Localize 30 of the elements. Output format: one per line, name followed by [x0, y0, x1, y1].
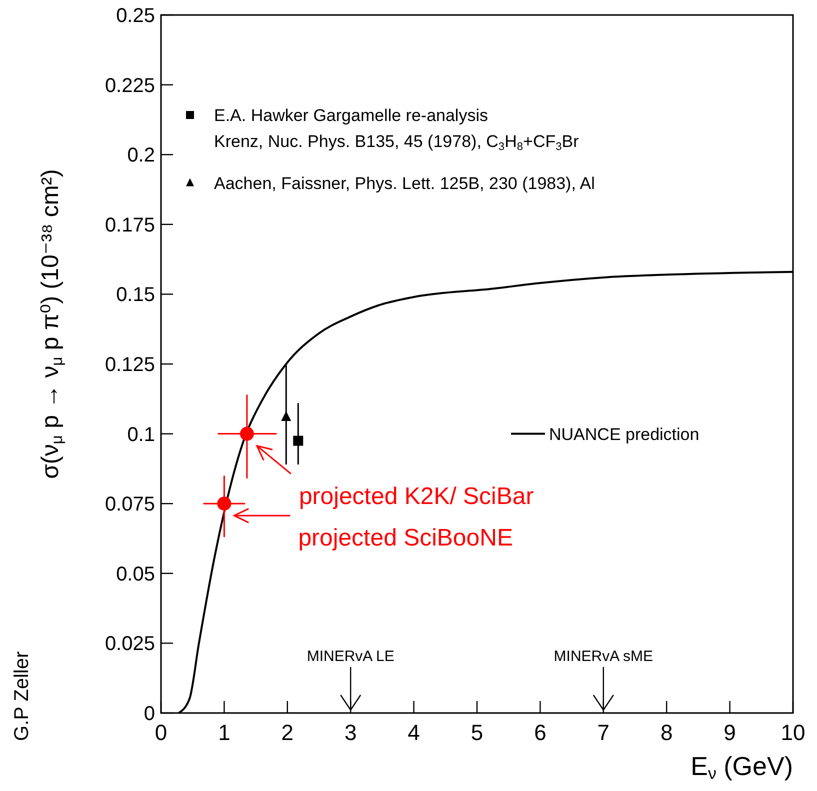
- x-tick-label: 1: [218, 720, 230, 745]
- y-tick-label: 0.175: [104, 214, 155, 236]
- x-tick-label: 3: [344, 720, 357, 745]
- y-tick-label: 0.125: [104, 354, 155, 376]
- x-tick-label: 9: [724, 720, 736, 745]
- text: projected SciBooNE: [298, 524, 513, 552]
- y-tick-label: 0: [144, 703, 155, 725]
- text: G.P Zeller: [11, 651, 33, 741]
- y-tick-label: 0.025: [104, 633, 155, 656]
- x-tick-label: 6: [534, 720, 546, 745]
- annotation: MINERvA sME: [554, 648, 653, 665]
- y-tick-label: 0.1: [127, 424, 155, 446]
- y-tick-label: 0.2: [127, 144, 155, 167]
- legend-label: E.A. Hawker Gargamelle re-analysis Krenz, Nuc. Phys. B135, 45 (1978), C$_{3}$H$_{8}$+CF$_{3}$Br: [214, 106, 580, 153]
- x-tick-label: 7: [597, 720, 610, 745]
- x-tick-label: 8: [660, 720, 673, 745]
- legend-label: NUANCE prediction: [549, 424, 700, 444]
- y-tick-label: 0.15: [116, 284, 155, 306]
- x-tick-label: 2: [281, 720, 294, 745]
- legend-label: Aachen, Faissner, Phys. Lett. 125B, 230 (1983), Al: [214, 174, 595, 193]
- x-tick-label: 10: [780, 720, 806, 745]
- x-tick-label: 4: [408, 720, 420, 745]
- x-tick-label: 5: [470, 720, 484, 745]
- y-tick-label: 0.225: [104, 74, 155, 97]
- y-tick-label: 0.25: [116, 5, 155, 27]
- text: projected K2K/ SciBar: [298, 482, 534, 510]
- annotation: MINERvA LE: [306, 648, 394, 665]
- y-tick-label: 0.075: [104, 494, 155, 516]
- y-tick-label: 0.05: [116, 563, 155, 586]
- x-axis-title: E$_{ν}$ (GeV): [690, 751, 793, 784]
